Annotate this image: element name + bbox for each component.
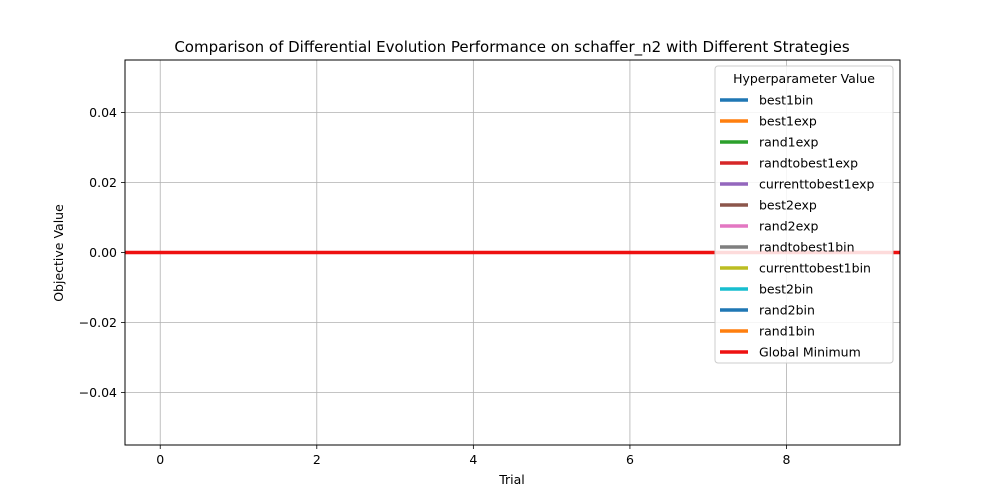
legend-label: rand1bin xyxy=(759,324,815,339)
legend-label: Global Minimum xyxy=(759,345,861,360)
legend-label: best1bin xyxy=(759,93,813,108)
y-tick-label: −0.04 xyxy=(79,385,117,400)
legend-label: randtobest1exp xyxy=(759,156,858,171)
legend-items: best1bin best1exp rand1exp randtobest1exp cu… xyxy=(720,93,875,360)
legend-box xyxy=(714,65,894,364)
legend-label: rand2exp xyxy=(759,219,818,234)
legend-label: best2exp xyxy=(759,198,817,213)
x-tick-label: 0 xyxy=(156,452,164,467)
y-tick-label: −0.02 xyxy=(79,315,117,330)
y-axis-label: Objective Value xyxy=(51,204,66,302)
x-tick-label: 6 xyxy=(626,452,634,467)
x-tick-label: 2 xyxy=(313,452,321,467)
legend-label: currenttobest1bin xyxy=(759,261,871,276)
y-tick-label: 0.00 xyxy=(89,245,117,260)
legend-label: currenttobest1exp xyxy=(759,177,875,192)
chart-title: Comparison of Differential Evolution Per… xyxy=(174,38,850,57)
x-tick-label: 8 xyxy=(783,452,791,467)
legend-label: best2bin xyxy=(759,282,813,297)
legend-label: best1exp xyxy=(759,114,817,129)
legend-label: rand1exp xyxy=(759,135,818,150)
legend-label: randtobest1bin xyxy=(759,240,855,255)
x-axis-label: Trial xyxy=(498,472,525,487)
y-tick-label: 0.04 xyxy=(89,105,117,120)
legend: Hyperparameter Value best1bin best1exp ran… xyxy=(714,65,894,364)
y-tick-label: 0.02 xyxy=(89,175,117,190)
x-tick-label: 4 xyxy=(469,452,477,467)
legend-title: Hyperparameter Value xyxy=(733,71,875,86)
x-axis-ticks: 0 2 4 6 8 xyxy=(156,445,791,467)
legend-label: rand2bin xyxy=(759,303,815,318)
y-axis-ticks: −0.04 −0.02 0.00 0.02 0.04 xyxy=(79,105,125,400)
